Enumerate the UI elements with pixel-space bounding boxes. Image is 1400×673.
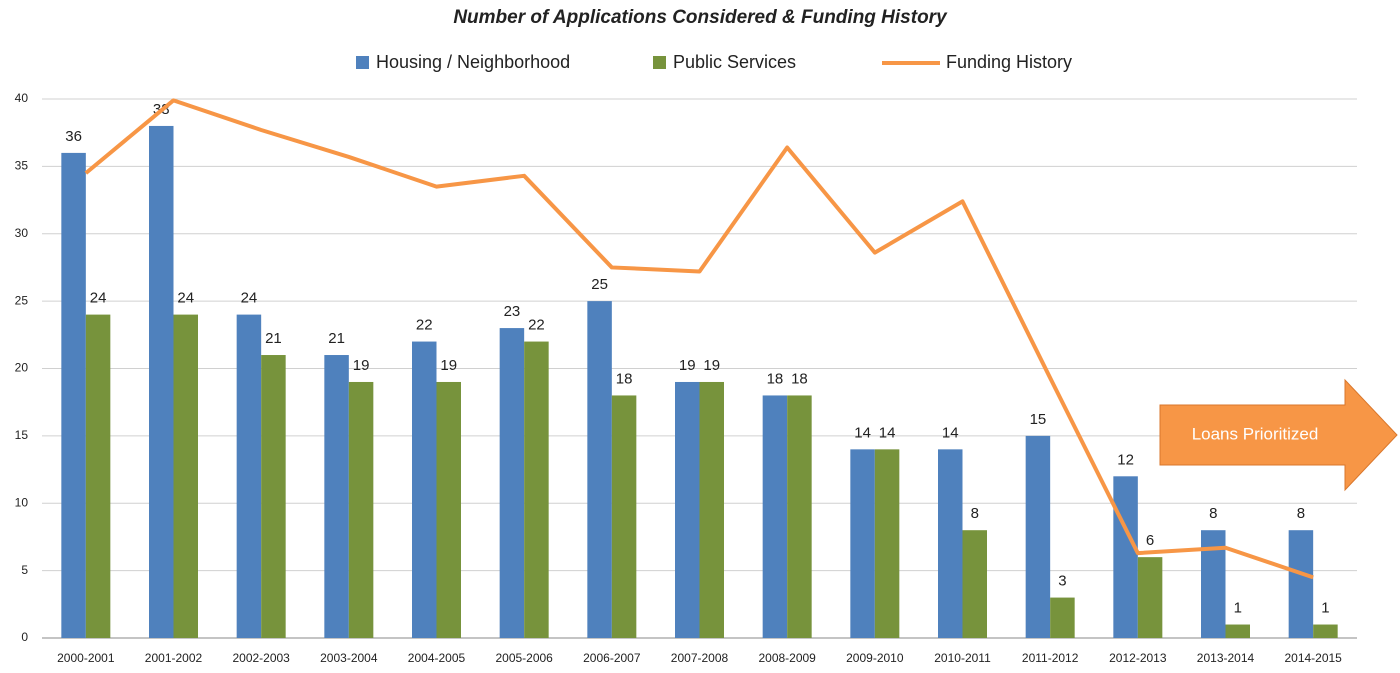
x-tick-label: 2008-2009 [758,651,816,665]
data-label: 8 [1297,505,1305,522]
x-tick-label: 2000-2001 [57,651,115,665]
x-tick-label: 2013-2014 [1197,651,1255,665]
data-label: 18 [616,370,633,387]
data-label: 18 [791,370,808,387]
data-label: 23 [504,303,521,320]
y-tick-label: 25 [15,293,29,307]
data-label: 15 [1030,411,1047,428]
data-label: 19 [440,357,457,374]
data-label: 14 [854,424,871,441]
x-tick-label: 2001-2002 [145,651,203,665]
legend-label: Funding History [946,52,1072,72]
x-tick-label: 2002-2003 [232,651,290,665]
annotation: Loans Prioritized [1159,378,1398,492]
x-tick-label: 2014-2015 [1284,651,1342,665]
bar [938,449,963,638]
legend-swatch [356,56,369,69]
x-tick-label: 2005-2006 [495,651,553,665]
x-tick-label: 2004-2005 [408,651,466,665]
y-tick-label: 10 [15,495,29,509]
bar [1288,530,1314,638]
data-label: 25 [591,276,608,293]
y-tick-label: 30 [15,226,29,240]
bar [675,381,700,638]
data-label: 14 [942,424,959,441]
bar [611,395,637,638]
bar [1313,624,1338,638]
data-label: 19 [353,357,370,374]
bar [587,301,612,638]
bar [762,395,788,638]
data-label: 19 [703,357,720,374]
data-label: 8 [1209,505,1217,522]
bar [261,355,286,638]
line [84,98,1314,580]
annotation-arrow [1159,378,1398,492]
bar [1113,476,1138,638]
bar [850,449,875,638]
data-label: 22 [416,317,433,334]
data-label: 24 [241,290,258,307]
data-label: 22 [528,317,545,334]
data-label: 21 [265,330,282,347]
bar [1050,597,1075,638]
legend-label: Public Services [673,52,796,72]
data-label: 12 [1117,451,1134,468]
bar [61,152,86,638]
y-tick-label: 0 [21,630,28,644]
bar [173,314,198,638]
bar [962,530,987,638]
data-label: 36 [65,128,82,145]
x-tick-label: 2009-2010 [846,651,904,665]
y-tick-label: 15 [15,428,29,442]
x-tick-label: 2003-2004 [320,651,378,665]
legend-label: Housing / Neighborhood [376,52,570,72]
y-tick-label: 35 [15,159,29,173]
bar [1225,624,1250,638]
bar [1137,557,1163,638]
bar [348,381,374,638]
chart-title: Number of Applications Considered & Fund… [453,7,948,28]
data-label: 18 [767,370,784,387]
data-label: 6 [1146,532,1154,549]
annotation-text: Loans Prioritized [1192,424,1319,443]
data-label: 24 [177,290,194,307]
bar [499,328,525,638]
bar [1025,435,1051,638]
data-label: 19 [679,357,696,374]
data-label: 3 [1058,573,1066,590]
y-tick-label: 40 [15,91,29,105]
x-tick-label: 2012-2013 [1109,651,1167,665]
bar [874,449,900,638]
bar [324,355,349,638]
data-label: 14 [879,424,896,441]
data-label: 21 [328,330,345,347]
bar [85,314,111,638]
x-tick-label: 2007-2008 [671,651,729,665]
data-label: 1 [1321,599,1329,616]
bar [412,341,437,638]
legend-swatch [653,56,666,69]
x-tick-label: 2010-2011 [934,651,991,665]
y-tick-label: 5 [21,563,28,577]
bar [524,341,549,638]
bar [149,125,174,638]
data-label: 8 [971,505,979,522]
bar [787,395,812,638]
y-tick-label: 20 [15,361,29,375]
x-tick-label: 2006-2007 [583,651,641,665]
bar [699,381,724,638]
data-label: 24 [90,290,107,307]
bar [236,314,262,638]
x-tick-label: 2011-2012 [1022,651,1079,665]
bar [436,381,461,638]
data-label: 1 [1234,599,1242,616]
